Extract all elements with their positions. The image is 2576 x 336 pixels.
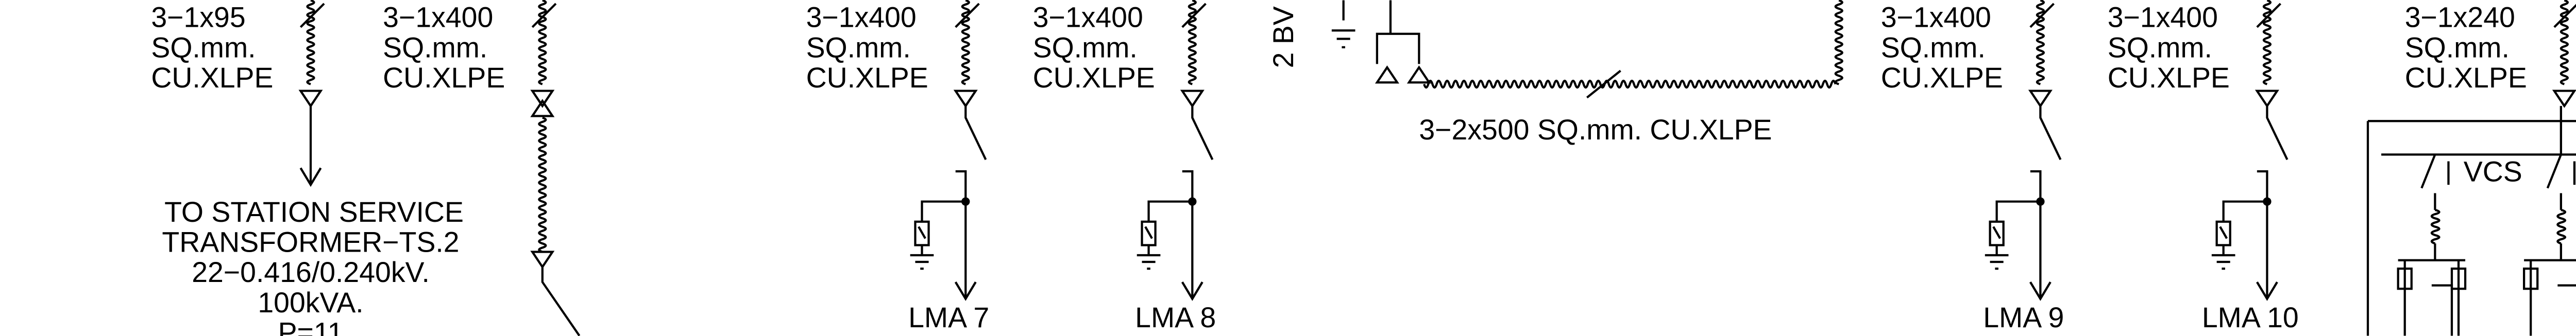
wire [1995, 200, 2041, 222]
cable-label: 3−1x400 [806, 2, 917, 33]
cable [961, 0, 970, 85]
arrow [954, 281, 977, 301]
terminal [953, 90, 978, 108]
cable-label: 3−1x240 [2405, 2, 2515, 33]
bus-tie-label: 3−2x500 SQ.mm. CU.XLPE [1419, 114, 1772, 146]
cable-label: CU.XLPE [151, 62, 273, 94]
cable [538, 0, 547, 85]
side-label: 2 BV [1267, 6, 1299, 68]
cable-slash [531, 3, 557, 28]
ground [2211, 226, 2235, 270]
station-label: 100kVA. [258, 287, 363, 319]
switch [964, 105, 987, 161]
arrow [2029, 281, 2052, 301]
switch [2039, 105, 2062, 161]
panel [2366, 120, 2576, 336]
station-label: TRANSFORMER−TS.2 [162, 226, 459, 258]
cable-label: CU.XLPE [1881, 62, 2003, 94]
terminal [1375, 65, 1399, 84]
cable-label: SQ.mm. [151, 31, 256, 63]
coil [2556, 208, 2567, 245]
wire [921, 200, 966, 222]
cable-label: CU.XLPE [1033, 62, 1155, 94]
bus [2381, 105, 2576, 156]
wire [1376, 0, 1420, 64]
switch [2266, 105, 2289, 161]
cable [2036, 0, 2045, 85]
cable-label: 3−1x400 [1033, 2, 1143, 33]
cable-label: SQ.mm. [1881, 31, 1986, 63]
cable-label: SQ.mm. [2405, 31, 2510, 63]
cable-label: CU.XLPE [806, 62, 928, 94]
cable [306, 0, 315, 85]
cable-slash [1181, 3, 1207, 28]
feeder-label: LMA 7 [908, 302, 989, 333]
cable [1834, 0, 1843, 85]
arrow [2256, 281, 2278, 301]
switch [1191, 105, 1214, 161]
cable [1188, 0, 1197, 85]
wire [2398, 243, 2466, 336]
station-label: TO STATION SERVICE [164, 196, 464, 228]
terminal [1180, 90, 1205, 108]
wire [2222, 200, 2267, 222]
wire [2524, 243, 2576, 336]
arrow [1181, 281, 1204, 301]
ground [1985, 226, 2009, 270]
station-label: P=11 [278, 316, 344, 336]
switch [2546, 154, 2562, 210]
cable-slash [299, 3, 325, 28]
wire [541, 267, 581, 336]
cable-label: 3−1x95 [151, 2, 245, 33]
wire [2257, 170, 2268, 299]
cable-label: SQ.mm. [806, 31, 911, 63]
cable-slash [2553, 4, 2576, 28]
cable-label: 3−1x400 [2108, 2, 2218, 33]
terminal [530, 99, 555, 117]
cable-slash [2256, 3, 2281, 28]
terminal [2552, 90, 2576, 108]
ground [1331, 0, 1355, 48]
feeder-label: LMA 10 [2202, 302, 2299, 333]
cable-label: CU.XLPE [2108, 62, 2230, 94]
terminal [1406, 65, 1431, 84]
cable-slash [1586, 69, 1621, 99]
ground [910, 226, 934, 270]
cable-label: CU.XLPE [2405, 62, 2527, 94]
terminal [2028, 90, 2053, 108]
cable [2560, 0, 2569, 85]
cable [1423, 79, 1837, 89]
switch [2420, 154, 2436, 210]
ct [2397, 267, 2413, 290]
wire [1147, 200, 1193, 222]
cable-label: SQ.mm. [383, 31, 487, 63]
terminal [530, 251, 555, 269]
feeder-label: LMA 9 [1983, 302, 2064, 333]
cable-label: 3−1x400 [1881, 2, 1991, 33]
cable-label: SQ.mm. [1033, 31, 1138, 63]
feeder-label: LMA 8 [1135, 302, 1216, 333]
arrow [299, 167, 322, 187]
wire [2030, 170, 2042, 299]
station-label: 22−0.416/0.240kV. [192, 256, 430, 288]
terminal [2255, 90, 2279, 108]
cable-label: CU.XLPE [383, 62, 505, 94]
ct [2523, 267, 2539, 290]
coil [2430, 208, 2441, 245]
terminal [530, 90, 555, 108]
wire [1182, 170, 1194, 299]
cable [2262, 0, 2272, 85]
cable-slash [955, 3, 980, 28]
cable [538, 116, 547, 253]
terminal [298, 90, 323, 108]
wire [955, 170, 967, 299]
switch-label: VCS [2464, 156, 2522, 188]
cable-slash [2029, 3, 2055, 28]
cable-label: 3−1x400 [383, 2, 493, 33]
cable-label: SQ.mm. [2108, 31, 2212, 63]
ground [1137, 226, 1161, 270]
ct [2450, 267, 2467, 290]
